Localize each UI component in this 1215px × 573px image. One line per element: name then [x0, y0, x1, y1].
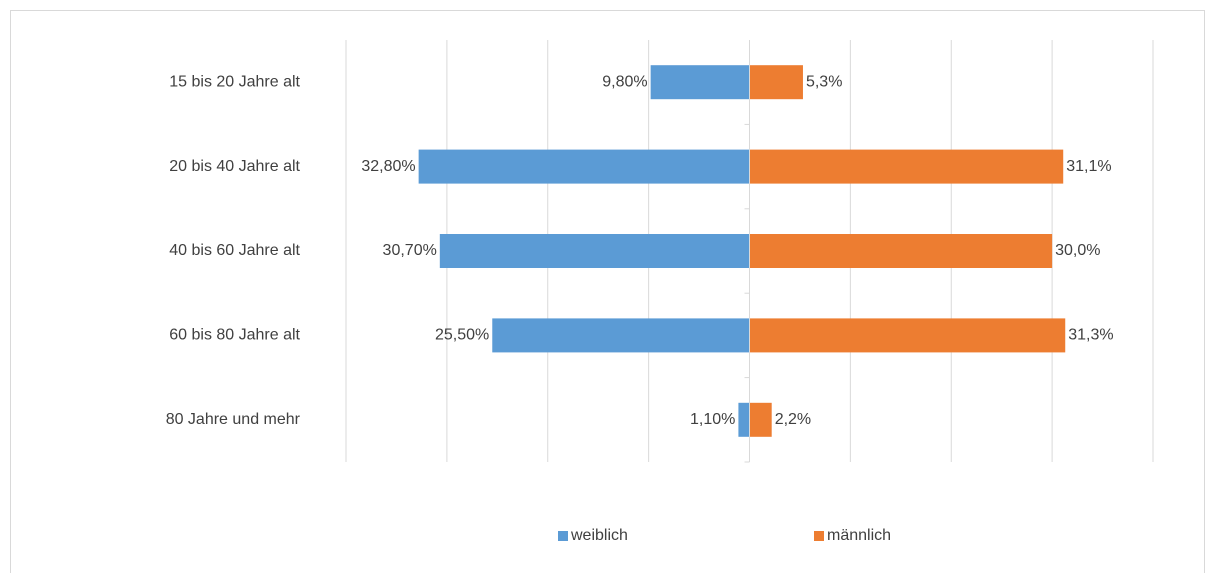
y-tick-label: 15 bis 20 Jahre alt: [169, 73, 300, 90]
legend-swatch: [814, 531, 824, 541]
legend-swatch: [558, 531, 568, 541]
bar: [749, 318, 1066, 353]
data-label: 31,1%: [1066, 158, 1111, 175]
data-label: 2,2%: [775, 411, 811, 428]
bar: [439, 234, 750, 268]
legend-label: weiblich: [570, 527, 628, 544]
y-tick-label: 20 bis 40 Jahre alt: [169, 158, 300, 175]
data-label: 30,0%: [1055, 242, 1100, 259]
bar: [738, 402, 750, 437]
data-label: 5,3%: [806, 73, 842, 90]
data-label: 32,80%: [361, 158, 415, 175]
legend-label: männlich: [827, 527, 891, 544]
data-label: 31,3%: [1068, 327, 1113, 344]
data-label: 30,70%: [383, 242, 437, 259]
bar: [749, 402, 772, 437]
bar: [749, 234, 1053, 268]
bar: [650, 65, 750, 100]
bar: [492, 318, 750, 353]
y-tick-label: 80 Jahre und mehr: [166, 411, 301, 428]
data-label: 25,50%: [435, 327, 489, 344]
y-tick-label: 40 bis 60 Jahre alt: [169, 242, 300, 259]
bar: [418, 149, 750, 184]
y-tick-label: 60 bis 80 Jahre alt: [169, 327, 300, 344]
data-label: 1,10%: [690, 411, 735, 428]
bar: [749, 149, 1064, 184]
bar: [749, 65, 803, 100]
data-label: 9,80%: [602, 73, 647, 90]
chart-frame: [10, 10, 1205, 573]
